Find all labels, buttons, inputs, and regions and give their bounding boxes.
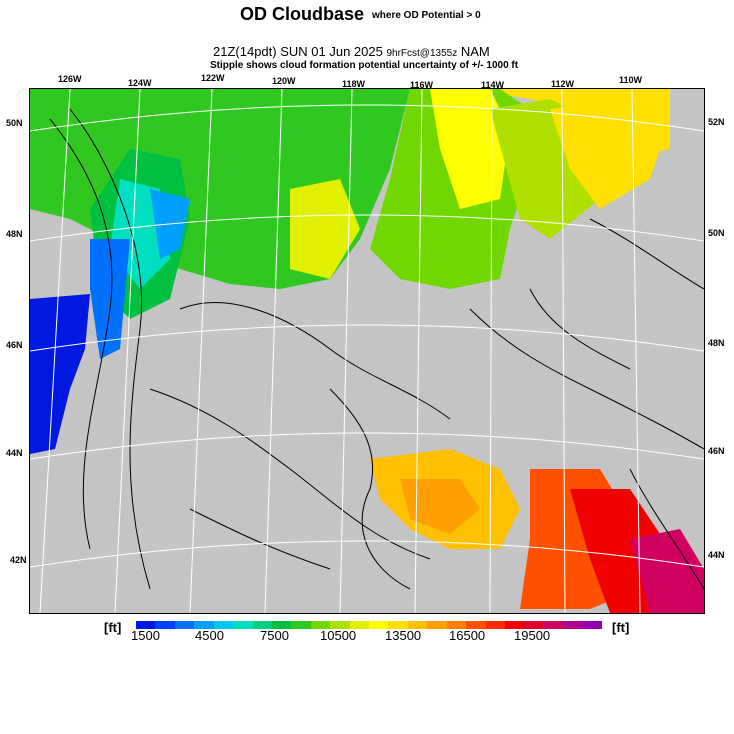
colorbar-swatch (174, 621, 195, 629)
chart-title: OD Cloudbase (240, 4, 365, 24)
forecast-info: 9hrFcst@1355z (386, 48, 458, 59)
lon-label: 112W (551, 79, 575, 89)
colorbar-swatch (388, 621, 408, 629)
colorbar-swatch (252, 621, 272, 629)
lon-label: 114W (481, 80, 505, 90)
colorbar-label: 1500 (131, 628, 160, 643)
colorbar-swatch (233, 621, 253, 629)
colorbar-swatch (194, 621, 214, 629)
valid-time-line: 21Z(14pdt) SUN 01 Jun 2025 9hrFcst@1355z… (213, 44, 490, 59)
colorbar-swatch (563, 621, 583, 629)
colorbar-swatch (213, 621, 234, 629)
colorbar-label: 16500 (449, 628, 486, 643)
valid-time: 21Z(14pdt) SUN 01 Jun 2025 (213, 44, 383, 59)
lat-label: 44N (6, 448, 23, 458)
colorbar-swatch (524, 621, 544, 629)
colorbar-swatch (271, 621, 292, 629)
stipple-note: Stipple shows cloud formation potential … (210, 60, 519, 71)
colorbar-swatch (427, 621, 447, 629)
colorbar-swatch (310, 621, 331, 629)
cloudbase-fill (30, 89, 704, 613)
colorbar-label: 4500 (195, 628, 224, 643)
colorbar-swatch (330, 621, 350, 629)
lat-label: 46N (6, 340, 23, 350)
colorbar-swatch (369, 621, 389, 629)
colorbar-label: 10500 (320, 628, 357, 643)
lat-label: 42N (10, 555, 27, 565)
colorbar-swatch (446, 621, 467, 629)
lon-label: 126W (58, 74, 82, 84)
map-graphic (30, 89, 704, 613)
lat-label: 48N (6, 229, 23, 239)
colorbar-swatch (543, 621, 564, 629)
lat-label: 44N (708, 550, 725, 560)
colorbar-label: 7500 (260, 628, 289, 643)
lat-label: 50N (708, 228, 725, 238)
model-name: NAM (460, 44, 490, 59)
cloudbase-map (29, 88, 705, 614)
lon-label: 120W (272, 76, 296, 86)
graticule (30, 89, 704, 613)
colorbar-swatch (505, 621, 525, 629)
colorbar (136, 621, 603, 629)
lat-label: 46N (708, 446, 725, 456)
colorbar-swatch (485, 621, 506, 629)
contour-lines (49, 108, 704, 590)
lat-label: 48N (708, 338, 725, 348)
colorbar-swatch (291, 621, 311, 629)
lon-label: 118W (342, 79, 366, 89)
colorbar-swatch (407, 621, 428, 629)
lon-label: 122W (201, 73, 225, 83)
lat-label: 52N (708, 117, 725, 127)
colorbar-swatch (136, 621, 156, 629)
colorbar-label: 19500 (514, 628, 551, 643)
colorbar-unit-left: [ft] (104, 620, 122, 635)
colorbar-swatch (582, 621, 603, 629)
lon-label: 124W (128, 78, 152, 88)
lat-label: 50N (6, 118, 23, 128)
lon-label: 116W (410, 80, 434, 90)
colorbar-label: 13500 (385, 628, 422, 643)
title-note: where OD Potential > 0 (372, 10, 481, 21)
colorbar-swatch (155, 621, 175, 629)
colorbar-swatch (349, 621, 370, 629)
colorbar-unit-right: [ft] (612, 620, 630, 635)
colorbar-swatch (466, 621, 486, 629)
lon-label: 110W (619, 75, 643, 85)
